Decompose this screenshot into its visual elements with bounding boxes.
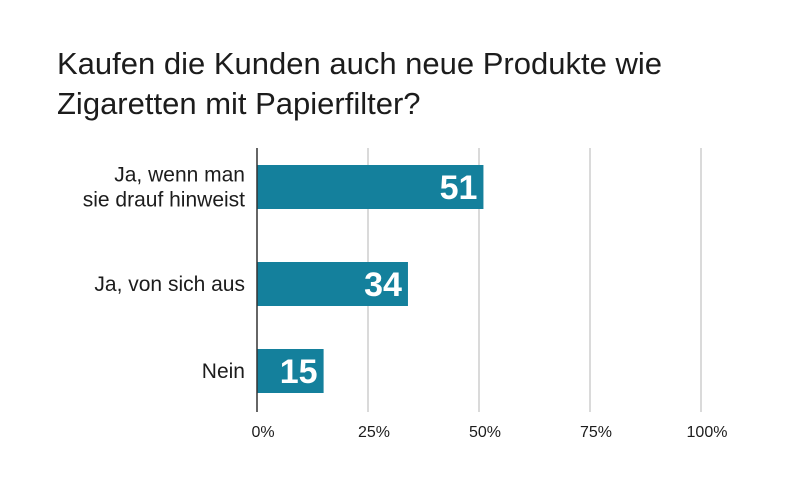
x-tick-label-50: 50% <box>469 424 501 441</box>
category-label-2-0: Nein <box>202 360 245 383</box>
bar-0 <box>257 165 484 209</box>
value-label-0: 51 <box>440 169 478 207</box>
value-label-2: 15 <box>280 353 318 391</box>
title-line-1: Kaufen die Kunden auch neue Produkte wie <box>57 46 662 81</box>
chart-title: Kaufen die Kunden auch neue Produkte wie… <box>57 44 757 124</box>
bar-2 <box>257 349 324 393</box>
title-line-2: Zigaretten mit Papierfilter? <box>57 86 421 121</box>
category-label-0-0: Ja, wenn man <box>114 164 245 187</box>
x-tick-label-100: 100% <box>687 424 728 441</box>
category-label-1-0: Ja, von sich aus <box>94 273 245 296</box>
x-tick-label-75: 75% <box>580 424 612 441</box>
x-tick-label-0: 0% <box>251 424 274 441</box>
value-label-1: 34 <box>364 266 402 304</box>
x-tick-label-25: 25% <box>358 424 390 441</box>
category-label-0-1: sie drauf hinweist <box>83 189 245 212</box>
bar-1 <box>257 262 408 306</box>
